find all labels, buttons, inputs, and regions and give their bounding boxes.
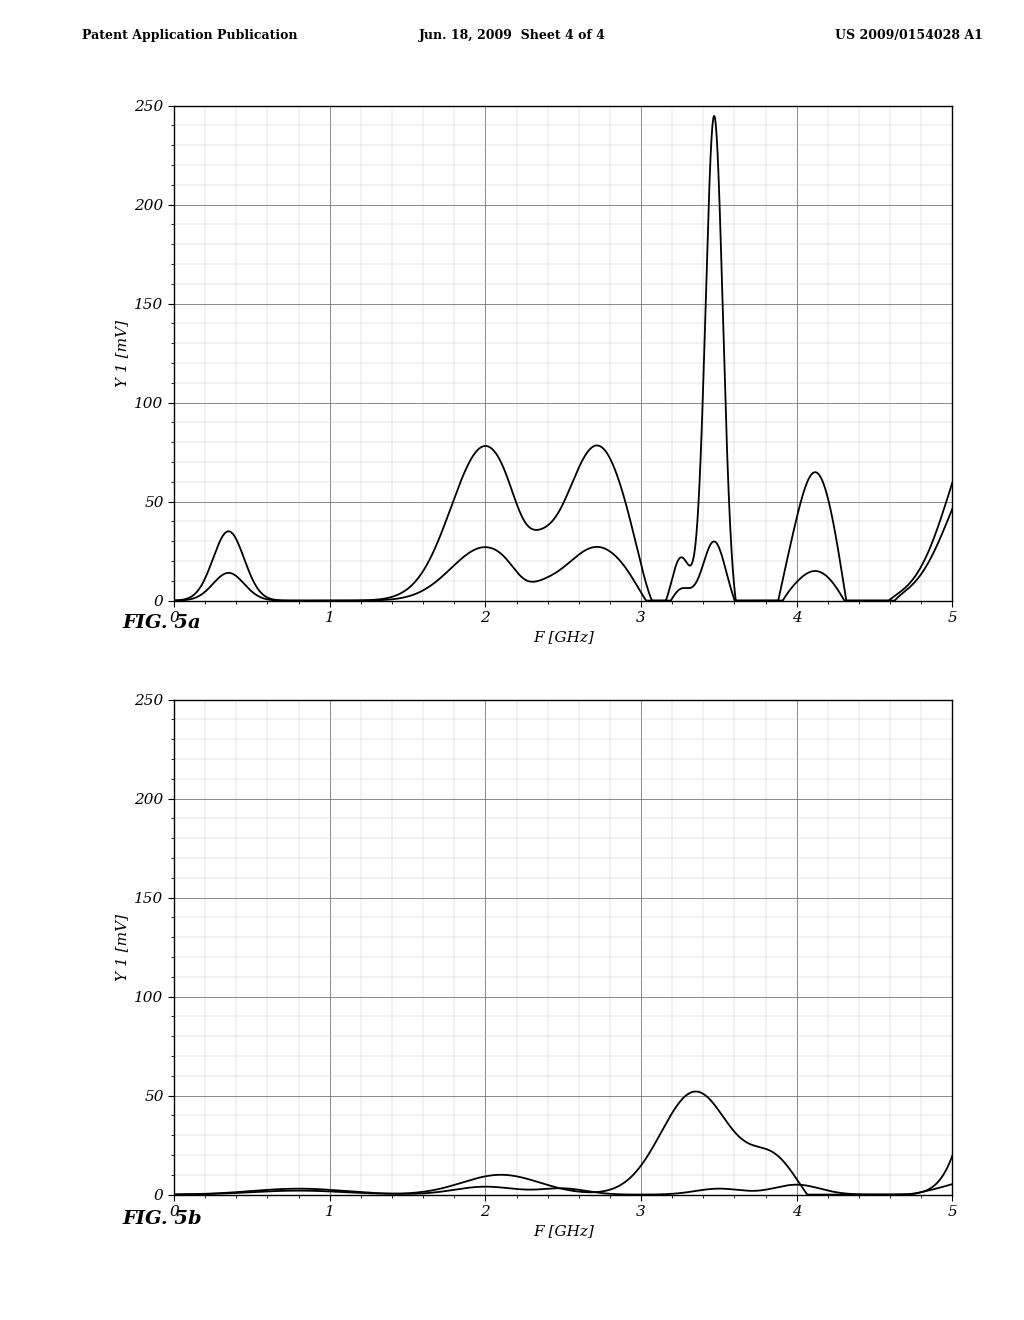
- Y-axis label: Y 1 [mV]: Y 1 [mV]: [115, 319, 129, 387]
- Text: FIG. 5b: FIG. 5b: [123, 1210, 203, 1229]
- X-axis label: F [GHz]: F [GHz]: [532, 631, 594, 644]
- Text: US 2009/0154028 A1: US 2009/0154028 A1: [836, 29, 983, 42]
- Y-axis label: Y 1 [mV]: Y 1 [mV]: [115, 913, 129, 981]
- Text: Patent Application Publication: Patent Application Publication: [82, 29, 297, 42]
- X-axis label: F [GHz]: F [GHz]: [532, 1225, 594, 1238]
- Text: FIG. 5a: FIG. 5a: [123, 614, 202, 632]
- Text: Jun. 18, 2009  Sheet 4 of 4: Jun. 18, 2009 Sheet 4 of 4: [419, 29, 605, 42]
